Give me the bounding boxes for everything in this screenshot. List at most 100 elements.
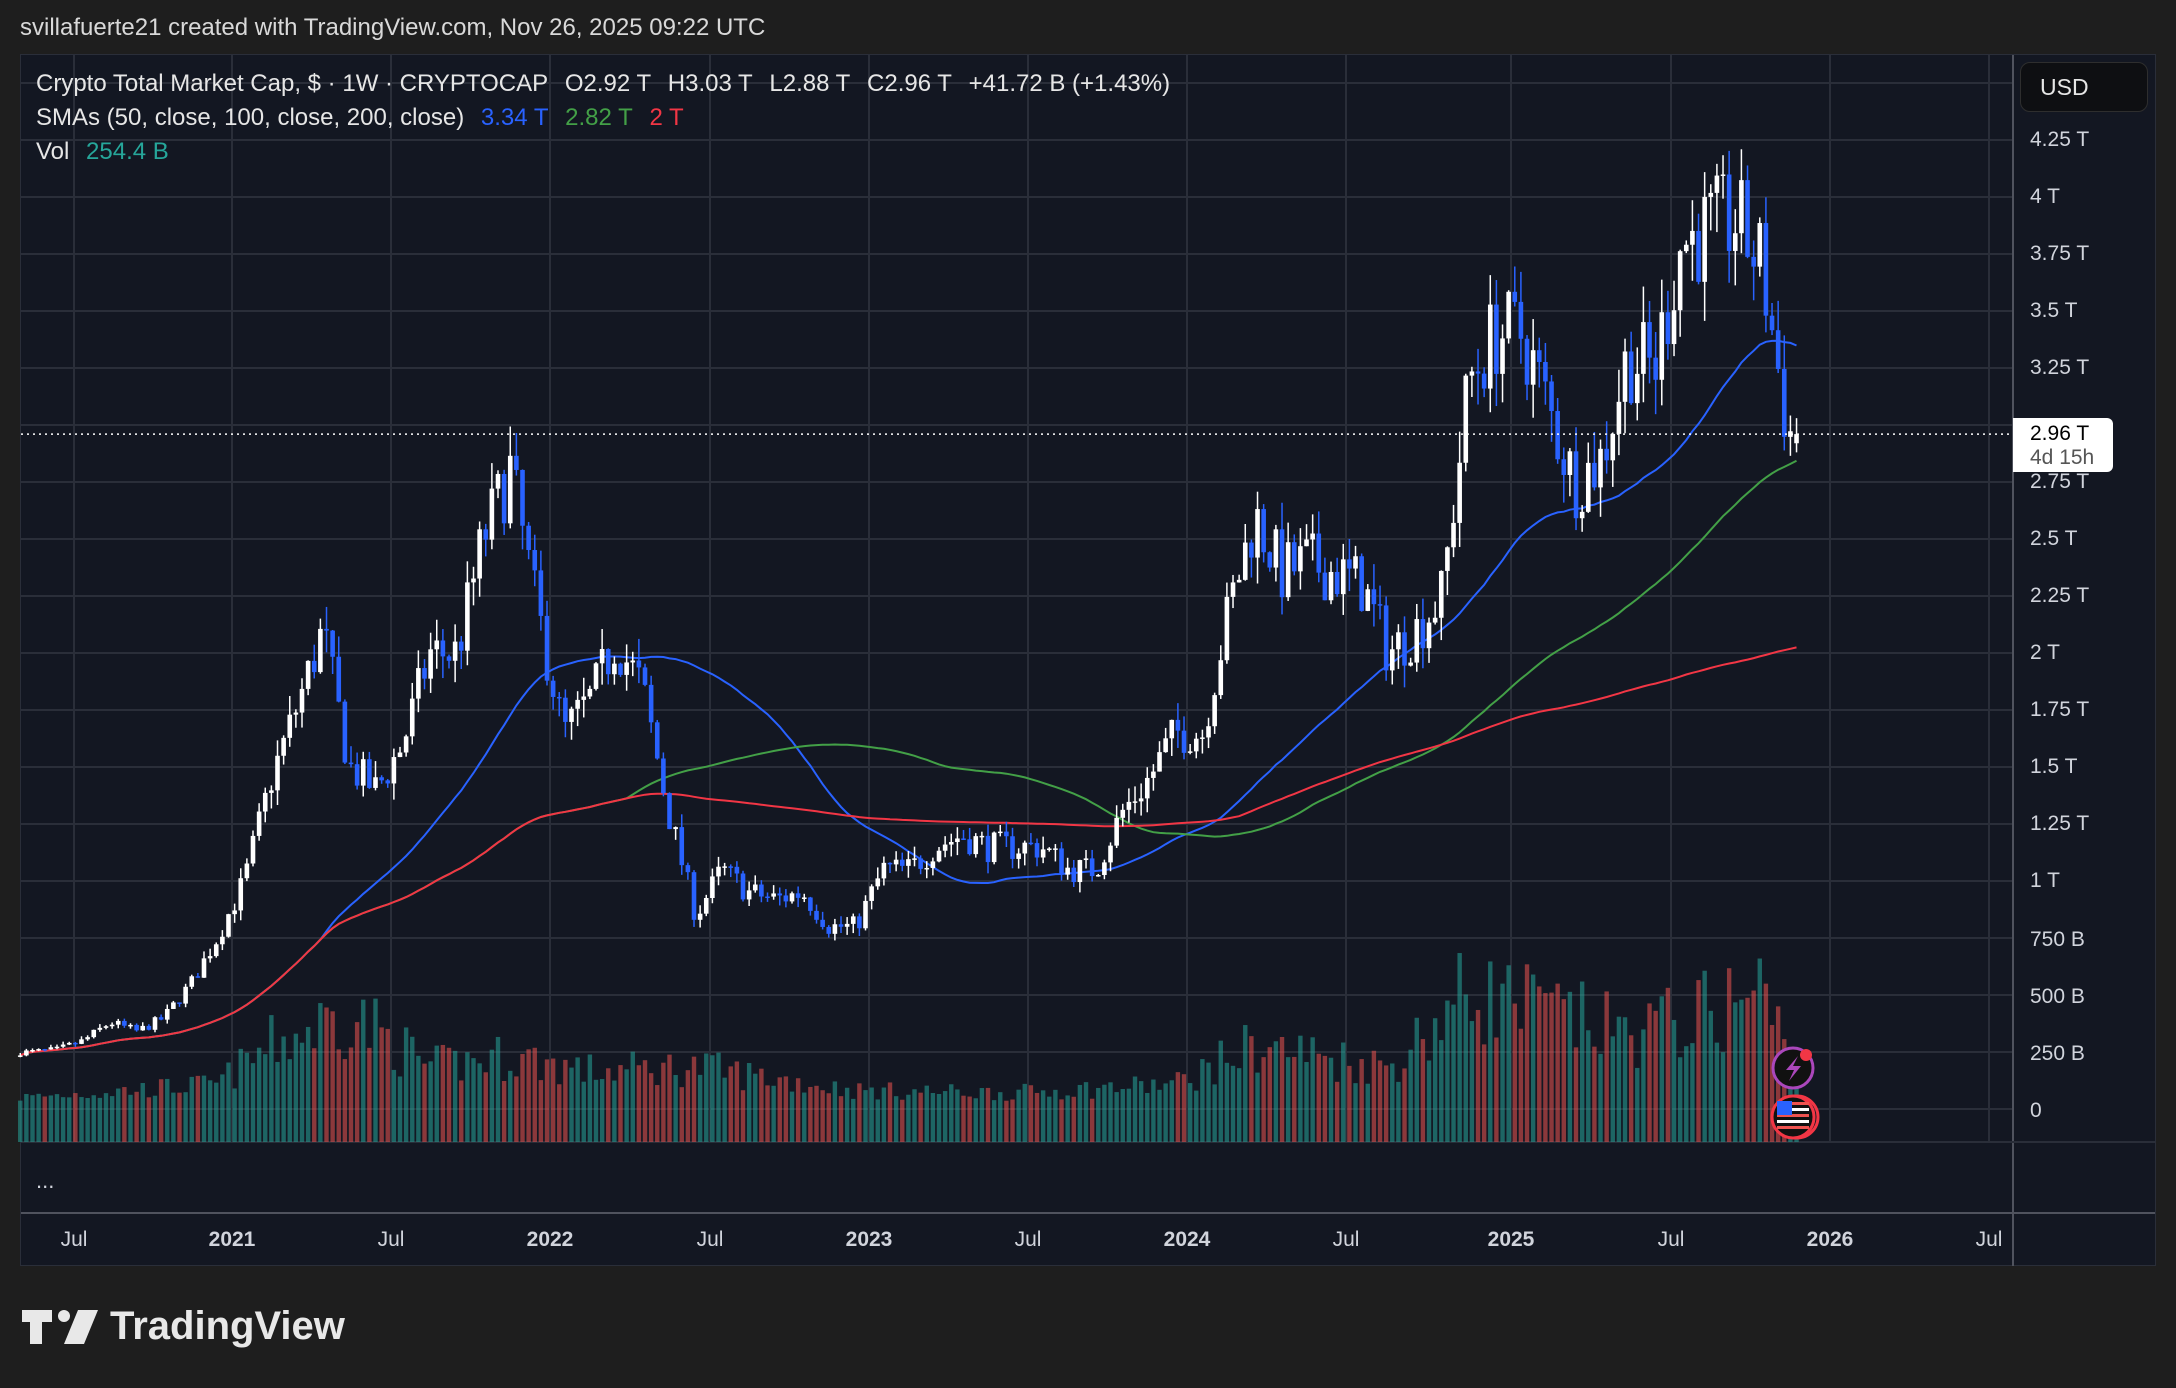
candle-body: [403, 736, 409, 753]
candle-body: [213, 944, 219, 957]
candle-body: [1512, 291, 1518, 302]
volume-bar: [226, 1062, 231, 1142]
volume-bar: [1212, 1084, 1217, 1142]
candle-body: [538, 570, 544, 616]
volume-bar: [771, 1085, 776, 1142]
candle-body: [599, 649, 605, 664]
candle-body: [838, 924, 844, 927]
volume-bar: [1310, 1037, 1315, 1142]
volume-bar: [263, 1054, 268, 1142]
candle-body: [1469, 371, 1475, 376]
candle-body: [820, 919, 825, 927]
candle-body: [844, 923, 850, 927]
currency-button[interactable]: USD: [2020, 62, 2148, 112]
candle-body: [79, 1039, 84, 1044]
candle-body: [336, 656, 342, 702]
sma-legend[interactable]: SMAs (50, close, 100, close, 200, close)…: [36, 104, 694, 132]
volume-bar: [820, 1090, 825, 1142]
volume-bar: [667, 1054, 672, 1142]
volume-bar: [1745, 997, 1750, 1142]
candle-body: [385, 780, 391, 784]
volume-bar: [746, 1063, 752, 1142]
volume-bar: [122, 1087, 127, 1142]
candle-body: [918, 858, 923, 869]
volume-bar: [912, 1089, 917, 1142]
symbol-title[interactable]: Crypto Total Market Cap, $ · 1W · CRYPTO…: [36, 70, 549, 97]
volume-bar: [1647, 1003, 1652, 1142]
volume-bar: [1145, 1092, 1150, 1142]
volume-bar: [109, 1096, 115, 1142]
price-axis-label: 3.75 T: [2030, 242, 2090, 265]
ohlc-low: L2.88 T: [769, 70, 851, 97]
candle-body: [471, 578, 476, 583]
time-axis-label: Jul: [377, 1228, 405, 1251]
candle-body: [875, 878, 881, 887]
candle-body: [30, 1050, 35, 1052]
volume-bar: [140, 1083, 145, 1142]
candle-body: [146, 1025, 152, 1030]
volume-bar: [403, 1027, 409, 1142]
volume-bar: [1114, 1092, 1119, 1142]
candle-body: [483, 529, 489, 540]
ohlc-high: H3.03 T: [667, 70, 753, 97]
volume-bar: [630, 1051, 635, 1142]
candle-body: [1451, 522, 1456, 548]
candle-body: [1414, 619, 1420, 663]
candle-body: [226, 914, 231, 937]
candle-body: [1481, 373, 1487, 389]
volume-bar: [336, 1049, 341, 1142]
candle-body: [1641, 322, 1646, 374]
volume-bar: [1053, 1089, 1058, 1142]
volume-bar: [373, 998, 378, 1142]
candle-body: [679, 827, 685, 866]
candle-body: [1536, 350, 1542, 362]
vol-value: 254.4 B: [86, 138, 169, 165]
volume-bar: [685, 1070, 691, 1142]
price-axis-label: 3.25 T: [2030, 356, 2090, 379]
candle-body: [759, 884, 764, 897]
candle-body: [887, 862, 893, 865]
more-indicators-button[interactable]: ...: [36, 1168, 55, 1193]
volume-bar: [152, 1095, 158, 1142]
volume-bar: [1402, 1068, 1407, 1142]
candle-body: [1095, 875, 1101, 877]
volume-bar: [1181, 1074, 1187, 1142]
vol-label: Vol: [36, 138, 70, 165]
candle-body: [36, 1049, 41, 1051]
candle-body: [752, 884, 758, 891]
candle-body: [416, 668, 421, 699]
volume-bar: [979, 1088, 985, 1142]
candle-body: [746, 890, 752, 900]
candle-body: [348, 762, 354, 765]
time-axis-label: Jul: [60, 1228, 88, 1251]
candle-body: [379, 777, 384, 781]
time-axis-label: 2024: [1163, 1228, 1211, 1251]
candle-body: [1353, 556, 1358, 569]
candle-body: [465, 582, 470, 651]
volume-bar: [612, 1080, 617, 1142]
volume-bar: [1390, 1063, 1395, 1142]
volume-bar: [1445, 1000, 1450, 1142]
candle-body: [1157, 752, 1162, 772]
volume-bar: [1543, 993, 1548, 1142]
candle-body: [544, 615, 550, 681]
volume-bar: [875, 1099, 880, 1142]
candle-body: [324, 628, 329, 631]
volume-bar: [1451, 1004, 1456, 1142]
volume-legend[interactable]: Vol 254.4 B: [36, 138, 179, 166]
candle-body: [624, 662, 629, 675]
volume-bar: [1157, 1089, 1162, 1142]
candle-body: [716, 866, 721, 877]
candle-body: [1567, 451, 1573, 475]
volume-bar: [961, 1095, 966, 1142]
volume-bar: [1696, 980, 1701, 1142]
time-axis-label: 2026: [1806, 1228, 1854, 1251]
volume-bar: [532, 1047, 537, 1142]
flag-stripe: [1777, 1108, 1809, 1111]
volume-bar: [1200, 1059, 1205, 1142]
volume-bar: [538, 1080, 544, 1142]
notification-dot-icon: [1800, 1049, 1812, 1061]
volume-bar: [250, 1063, 256, 1142]
volume-bar: [1120, 1089, 1125, 1142]
